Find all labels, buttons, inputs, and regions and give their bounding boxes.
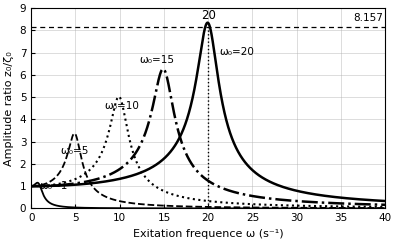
Text: ω₀=20: ω₀=20 xyxy=(220,47,255,57)
Y-axis label: Amplitude ratio z₀/ζ₀: Amplitude ratio z₀/ζ₀ xyxy=(4,51,14,166)
Text: ω₀=5: ω₀=5 xyxy=(61,146,89,156)
Text: ω₀=15: ω₀=15 xyxy=(139,55,174,65)
Text: ω₀=10: ω₀=10 xyxy=(105,101,139,111)
Text: 8.157: 8.157 xyxy=(354,13,383,23)
X-axis label: Exitation frequence ω (s⁻¹): Exitation frequence ω (s⁻¹) xyxy=(133,229,284,239)
Text: ω₀=1: ω₀=1 xyxy=(39,181,68,191)
Text: 20: 20 xyxy=(201,9,216,22)
